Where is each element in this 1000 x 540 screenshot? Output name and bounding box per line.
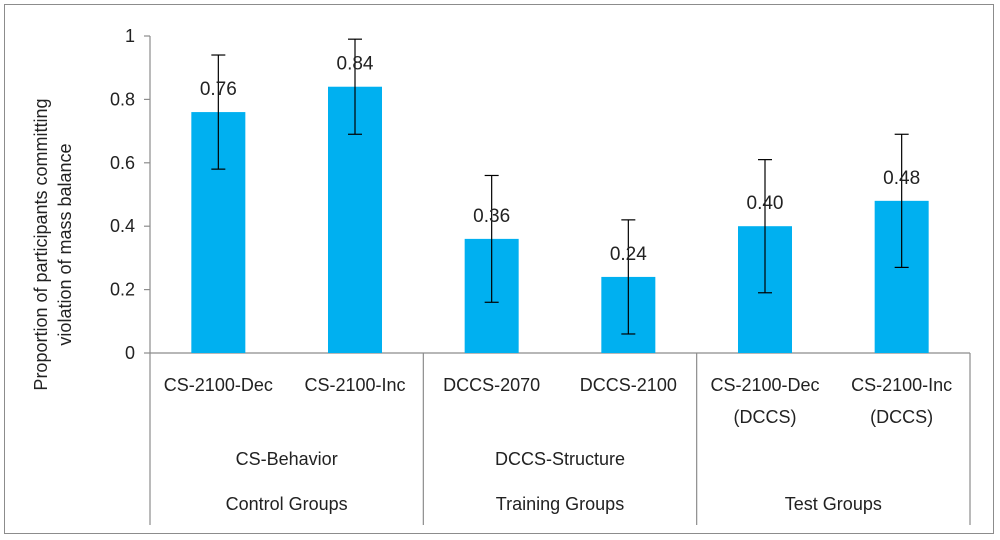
y-tick-label: 0.4 xyxy=(110,216,135,236)
group-label: Control Groups xyxy=(226,494,348,514)
category-label: CS-2100-Dec xyxy=(710,375,819,395)
y-tick-label: 0.6 xyxy=(110,153,135,173)
y-tick-label: 0.8 xyxy=(110,89,135,109)
y-axis-title-line: Proportion of participants committing xyxy=(31,98,51,390)
y-tick-label: 1 xyxy=(125,26,135,46)
data-label: 0.40 xyxy=(747,193,784,214)
data-label: 0.48 xyxy=(883,168,920,189)
y-axis-title: Proportion of participants committing vio… xyxy=(31,98,75,390)
bar-chart: 0 0.2 0.4 0.6 0.8 1 0.76 CS-2100-Dec 0.84 CS-2100… xyxy=(31,26,971,525)
y-tick-label: 0 xyxy=(125,343,135,363)
category-label: (DCCS) xyxy=(734,407,797,427)
data-label: 0.84 xyxy=(337,54,374,75)
y-tick-label: 0.2 xyxy=(110,280,135,300)
data-label: 0.36 xyxy=(473,206,510,227)
chart-frame: 0 0.2 0.4 0.6 0.8 1 0.76 CS-2100-Dec 0.84 CS-2100… xyxy=(4,4,994,534)
subgroup-label: DCCS-Structure xyxy=(495,449,625,469)
category-label: (DCCS) xyxy=(870,407,933,427)
group-label: Test Groups xyxy=(785,494,882,514)
y-axis-title-line: violation of mass balance xyxy=(55,143,75,345)
group-label: Training Groups xyxy=(496,494,624,514)
category-label: CS-2100-Dec xyxy=(164,375,273,395)
category-label: DCCS-2070 xyxy=(443,375,540,395)
category-label: CS-2100-Inc xyxy=(851,375,952,395)
category-label: CS-2100-Inc xyxy=(304,375,405,395)
subgroup-label: CS-Behavior xyxy=(236,449,338,469)
data-label: 0.76 xyxy=(200,79,237,100)
category-label: DCCS-2100 xyxy=(580,375,677,395)
data-label: 0.24 xyxy=(610,244,647,265)
